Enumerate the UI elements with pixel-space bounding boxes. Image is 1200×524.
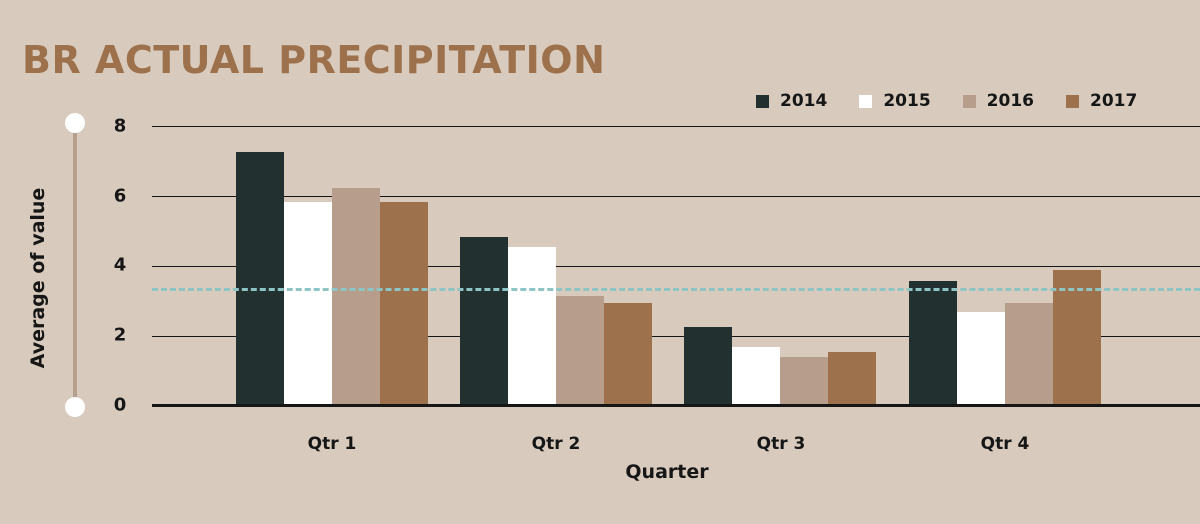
legend-item-2016[interactable]: 2016 bbox=[962, 91, 1034, 111]
legend-label: 2017 bbox=[1089, 91, 1138, 111]
bar-qtr4-2016[interactable] bbox=[1005, 303, 1053, 405]
bar-qtr1-2017[interactable] bbox=[380, 202, 428, 405]
y-tick: 6 bbox=[113, 185, 127, 207]
bar-qtr4-2014[interactable] bbox=[909, 281, 957, 405]
gridline bbox=[152, 126, 1200, 127]
bar-qtr3-2014[interactable] bbox=[684, 327, 732, 405]
legend-item-2017[interactable]: 2017 bbox=[1065, 91, 1138, 111]
legend-item-2014[interactable]: 2014 bbox=[756, 91, 827, 111]
legend-label: 2014 bbox=[780, 91, 828, 111]
y-tick: 0 bbox=[113, 394, 127, 416]
y-range-slider-track[interactable] bbox=[73, 124, 77, 407]
bar-qtr3-2017[interactable] bbox=[828, 351, 876, 405]
gridline bbox=[152, 266, 1200, 267]
chart-title: BR ACTUAL PRECIPITATION bbox=[22, 38, 606, 82]
gridline bbox=[152, 196, 1200, 197]
bar-qtr2-2017[interactable] bbox=[604, 303, 652, 405]
bar-qtr2-2015[interactable] bbox=[508, 247, 556, 405]
bar-qtr2-2016[interactable] bbox=[556, 296, 604, 405]
bar-qtr1-2014[interactable] bbox=[236, 152, 284, 405]
x-tick: Qtr 3 bbox=[756, 434, 806, 454]
y-tick: 2 bbox=[113, 324, 127, 346]
gridline bbox=[152, 336, 1200, 337]
legend-swatch-icon bbox=[756, 94, 769, 108]
legend-swatch-icon bbox=[859, 94, 873, 108]
bar-qtr3-2015[interactable] bbox=[732, 347, 780, 405]
x-axis-label: Quarter bbox=[625, 461, 709, 483]
y-range-slider-bottom-handle[interactable] bbox=[65, 397, 85, 417]
legend: 2014 2015 2016 2017 bbox=[756, 91, 1169, 111]
x-axis-line bbox=[152, 404, 1200, 407]
bar-qtr1-2016[interactable] bbox=[332, 188, 380, 405]
bar-qtr4-2017[interactable] bbox=[1053, 270, 1101, 405]
x-tick: Qtr 1 bbox=[307, 434, 357, 454]
average-reference-line bbox=[152, 288, 1200, 291]
legend-item-2015[interactable]: 2015 bbox=[859, 91, 931, 111]
x-tick: Qtr 2 bbox=[531, 434, 581, 454]
y-axis-label: Average of value bbox=[27, 187, 49, 369]
bar-qtr3-2016[interactable] bbox=[780, 356, 828, 405]
legend-label: 2015 bbox=[883, 91, 931, 111]
bar-qtr1-2015[interactable] bbox=[284, 202, 332, 405]
y-range-slider-top-handle[interactable] bbox=[65, 113, 85, 133]
y-tick: 8 bbox=[113, 115, 127, 137]
bar-qtr2-2014[interactable] bbox=[460, 237, 508, 405]
y-tick: 4 bbox=[113, 254, 127, 276]
legend-swatch-icon bbox=[1065, 94, 1079, 108]
x-tick: Qtr 4 bbox=[980, 434, 1030, 454]
legend-label: 2016 bbox=[986, 91, 1034, 111]
legend-swatch-icon bbox=[962, 94, 976, 108]
bar-qtr4-2015[interactable] bbox=[957, 312, 1005, 405]
